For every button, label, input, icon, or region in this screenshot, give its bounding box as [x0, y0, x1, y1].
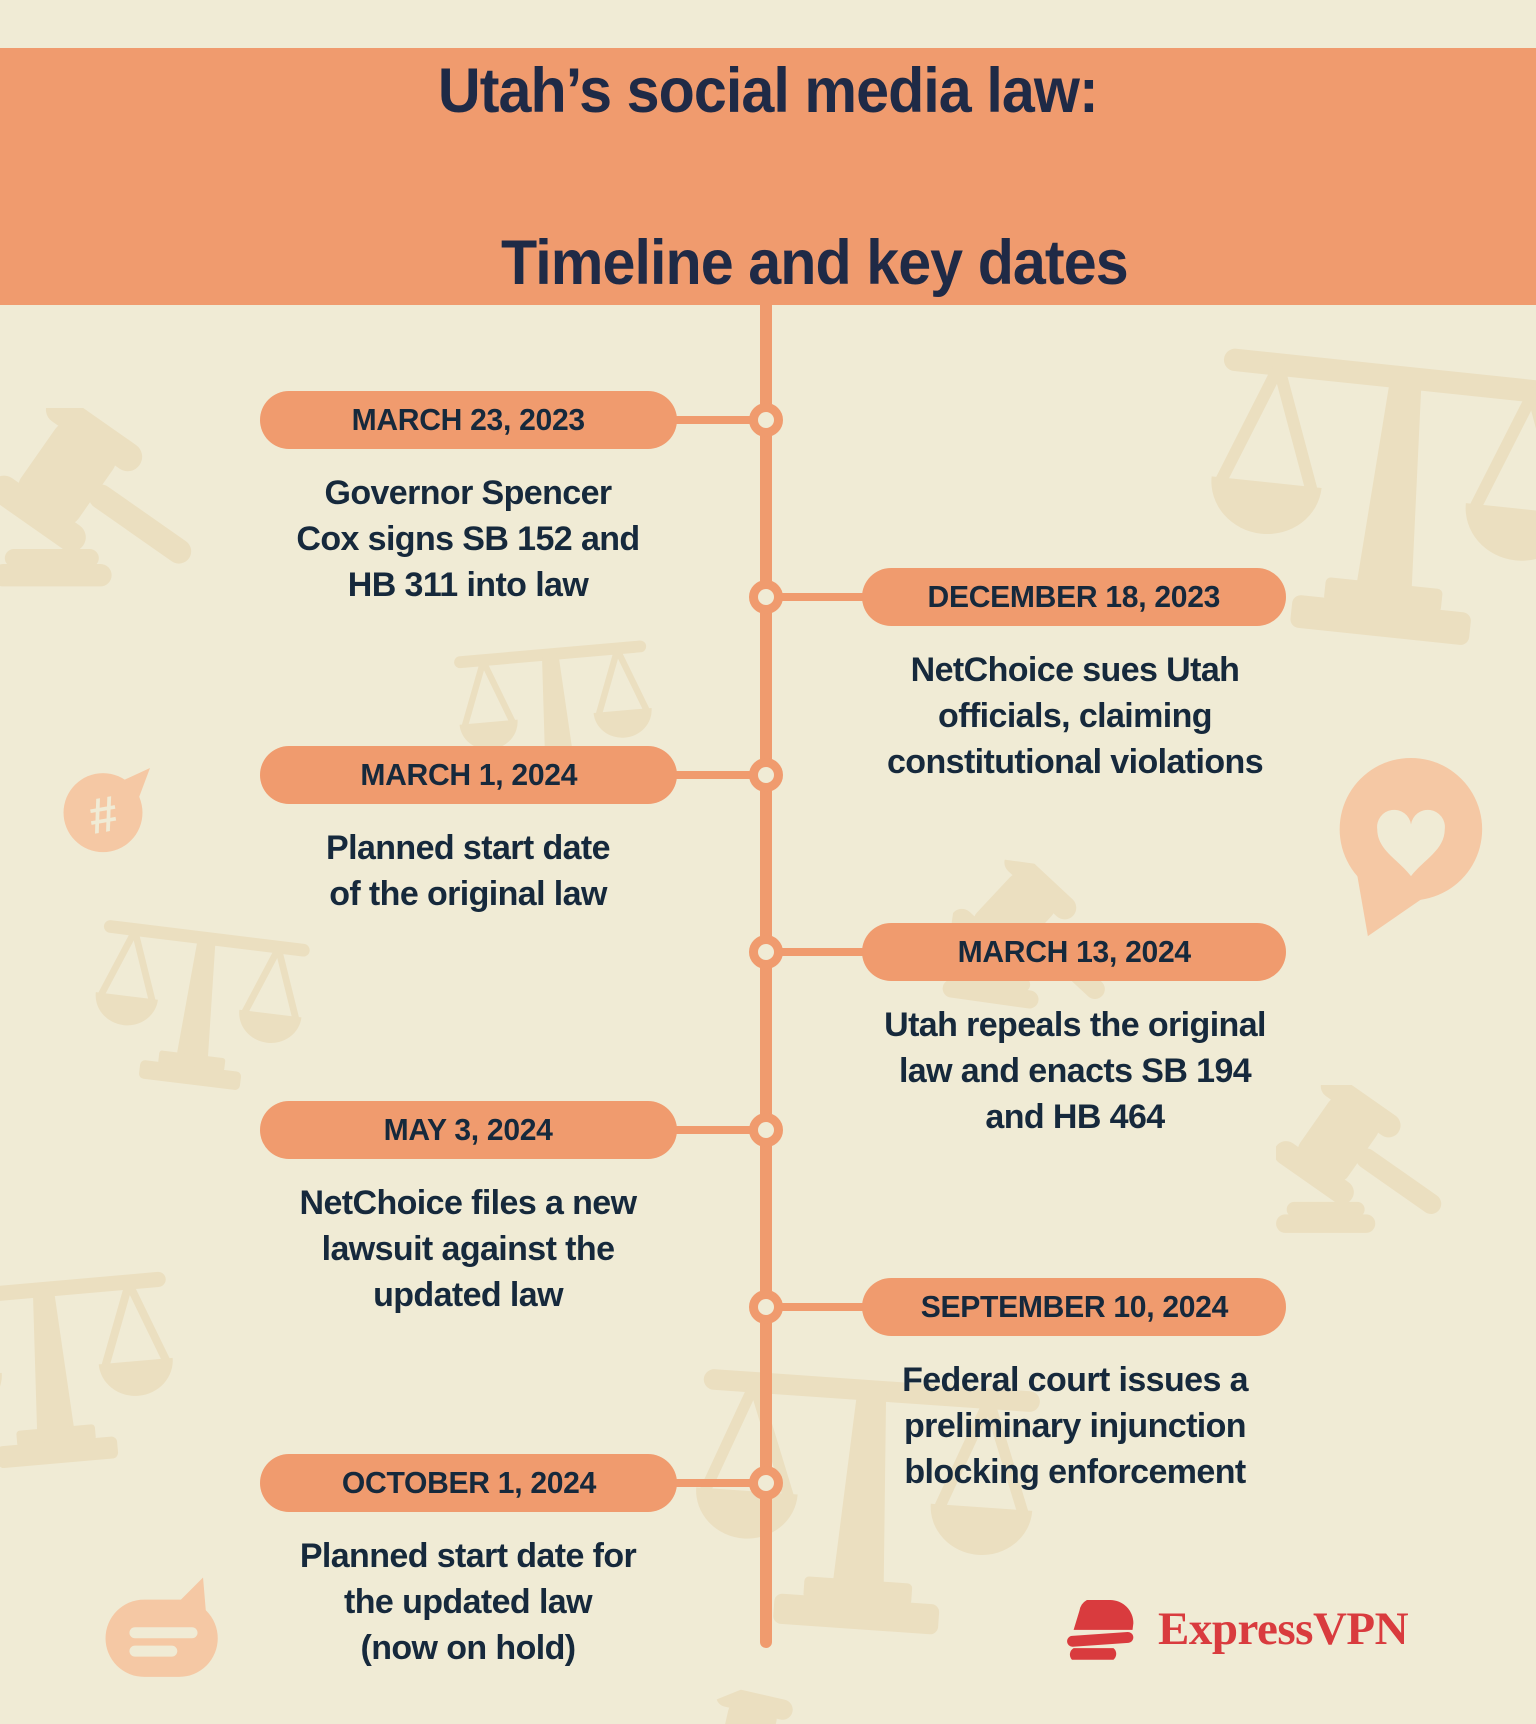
event-connector [668, 1126, 768, 1134]
timeline-node [749, 935, 783, 969]
event-connector [668, 416, 768, 424]
expressvpn-logo-icon [1067, 1599, 1134, 1660]
timeline-node [749, 580, 783, 614]
timeline-node [749, 1290, 783, 1324]
event-date-pill: MARCH 1, 2024 [260, 746, 677, 804]
event-description: Federal court issues a preliminary injun… [902, 1361, 1248, 1491]
gavel-icon [681, 1652, 883, 1724]
event-connector [668, 1479, 768, 1487]
event-date-pill: MARCH 13, 2024 [862, 923, 1286, 981]
scales-of-justice-icon [0, 1245, 186, 1475]
hashtag-bubble-icon: # [63, 768, 150, 853]
gavel-icon [0, 408, 227, 595]
event-date-pill: MAY 3, 2024 [260, 1101, 677, 1159]
scales-of-justice-icon [82, 898, 317, 1099]
speech-bubble-icon [100, 1572, 238, 1687]
event-date-pill: DECEMBER 18, 2023 [862, 568, 1286, 626]
event-date-label: SEPTEMBER 10, 2024 [920, 1289, 1228, 1324]
timeline-node [749, 758, 783, 792]
event-description: NetChoice files a new lawsuit against th… [299, 1184, 638, 1314]
expressvpn-wordmark: ExpressVPN [1158, 1603, 1409, 1655]
expressvpn-logo: ExpressVPN [1062, 1598, 1409, 1660]
page-title-line2: Timeline and key dates [501, 227, 1129, 298]
event-date-label: MARCH 23, 2023 [351, 402, 586, 437]
event-date-label: OCTOBER 1, 2024 [341, 1465, 596, 1500]
event-description: Planned start date of the original law [326, 829, 611, 913]
event-date-pill: OCTOBER 1, 2024 [260, 1454, 677, 1512]
heart-pin-icon [1336, 756, 1486, 939]
event-date-pill: SEPTEMBER 10, 2024 [862, 1278, 1286, 1336]
timeline-line [760, 305, 772, 1648]
event-date-label: MARCH 1, 2024 [360, 757, 577, 792]
event-connector [764, 1303, 868, 1311]
header-banner: Utah’s social media law: Timeline and ke… [0, 48, 1536, 305]
event-description: Governor Spencer Cox signs SB 152 and HB… [296, 474, 640, 604]
event-date-label: MARCH 13, 2024 [957, 934, 1191, 969]
event-connector [668, 771, 768, 779]
event-date-label: DECEMBER 18, 2023 [927, 579, 1221, 614]
page-title: Utah’s social media law: Timeline and ke… [408, 48, 1129, 306]
event-date-pill: MARCH 23, 2023 [260, 391, 677, 449]
event-connector [764, 948, 868, 956]
page-title-line1: Utah’s social media law: [438, 55, 1099, 126]
event-description: Utah repeals the original law and enacts… [884, 1006, 1266, 1136]
event-description: Planned start date for the updated law (… [299, 1537, 637, 1667]
timeline-node [749, 1466, 783, 1500]
event-date-label: MAY 3, 2024 [383, 1112, 553, 1147]
timeline-node [749, 403, 783, 437]
event-description: NetChoice sues Utah officials, claiming … [886, 651, 1264, 781]
event-connector [764, 593, 868, 601]
timeline-node [749, 1113, 783, 1147]
